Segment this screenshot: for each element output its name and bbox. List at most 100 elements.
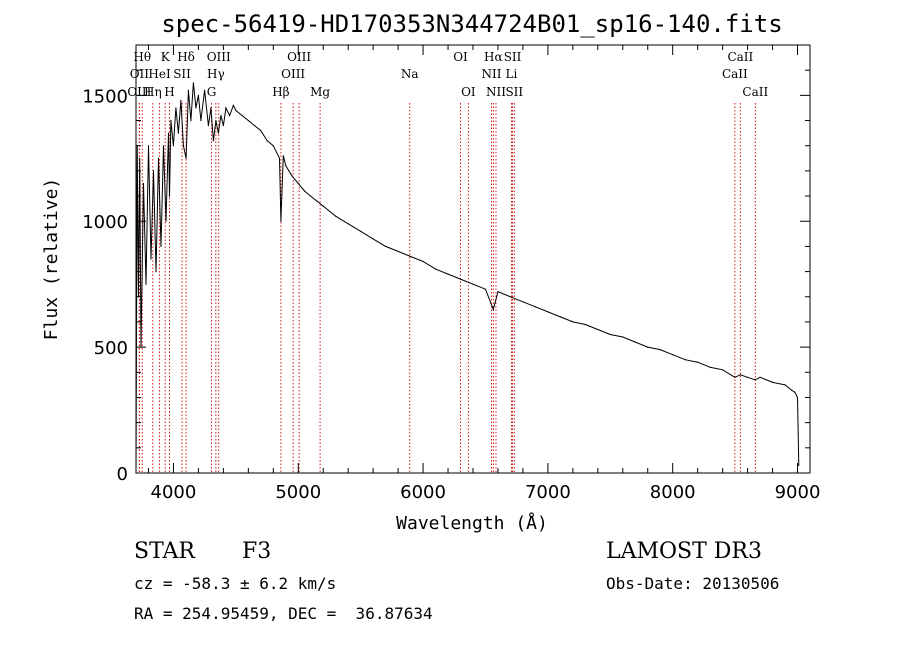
spectral-line-label-2: Hδ [177,50,195,64]
data-point-0-48 [278,157,281,159]
axis-ticks: 4000 5000 6000 7000 8000 9000 0 500 1000 1500 [82,45,820,503]
data-point-0-100 [796,396,799,399]
data-point-0-49 [280,220,282,222]
data-point-0-33 [212,140,214,142]
data-point-0-97 [784,384,786,386]
series-layer [135,82,800,474]
data-point-0-93 [747,376,749,378]
spectral-line-label-4: OIII [287,50,311,64]
x-tick-label-2: 6000 [400,482,446,503]
spectral-line-label-21: G [207,85,217,99]
data-point-0-94 [754,379,756,381]
data-point-0-44 [254,125,256,127]
data-point-0-67 [447,273,449,275]
data-point-0-99 [794,391,796,393]
data-point-0-62 [385,245,387,247]
y-tick-label-2: 1000 [82,212,128,233]
data-point-0-96 [772,381,774,383]
data-point-0-38 [225,107,227,109]
data-point-0-13 [162,145,165,147]
data-point-0-12 [160,245,162,247]
spectral-line-label-25: NII [486,85,506,99]
data-point-0-43 [247,119,249,122]
object-subclass: F3 [242,539,272,564]
spectral-line-label-19: Hη [144,85,162,99]
x-tick-label-3: 7000 [525,482,571,503]
data-point-0-80 [597,328,599,331]
data-point-0-34 [215,119,217,122]
data-point-0-68 [459,278,462,280]
data-point-0-69 [472,283,474,285]
data-point-0-81 [609,333,611,336]
x-axis-label: Wavelength (Å) [396,512,548,534]
data-point-0-31 [207,125,209,127]
data-point-0-8 [150,258,152,260]
data-point-0-19 [175,107,177,109]
data-point-0-26 [192,82,194,84]
data-point-0-39 [229,114,231,117]
data-point-0-30 [204,89,206,91]
data-point-0-64 [410,255,412,258]
data-point-0-83 [634,341,636,343]
data-point-0-72 [497,291,499,293]
data-point-0-95 [759,376,761,378]
chart-title: spec-56419-HD170353N344724B01_sp16-140.f… [161,10,782,38]
spectral-line-label-0: Hθ [133,50,151,64]
data-point-0-35 [217,132,219,134]
data-point-0-66 [435,268,437,270]
data-point-0-58 [335,215,337,217]
data-point-0-76 [547,311,549,313]
data-point-0-60 [360,230,362,232]
data-point-0-51 [285,165,287,167]
data-point-0-54 [303,190,306,192]
data-point-0-6 [145,283,147,285]
data-point-0-57 [322,205,324,207]
y-tick-label-0: 0 [117,464,128,485]
data-point-0-15 [167,132,170,134]
spectral-line-label-12: Hγ [207,67,225,81]
spectral-line-label-13: OIII [281,67,305,81]
y-tick-label-3: 1500 [82,86,128,107]
data-point-0-18 [172,145,174,147]
data-point-0-61 [372,238,374,240]
spectral-line-label-24: OI [461,85,476,99]
data-point-0-37 [222,125,224,127]
data-point-0-17 [170,119,172,122]
spectral-line-label-7: SII [504,50,522,64]
data-point-0-42 [241,114,243,117]
spectral-line-label-22: Hβ [272,85,289,99]
data-point-0-9 [152,170,155,172]
data-point-0-84 [647,346,649,348]
data-point-0-28 [197,94,199,96]
y-tick-label-1: 500 [94,338,128,359]
data-point-0-46 [266,140,268,142]
data-point-0-45 [260,130,262,132]
data-point-0-65 [422,260,424,263]
data-point-0-1 [136,145,138,147]
data-point-0-88 [697,361,699,363]
object-class: STAR [134,539,195,564]
data-point-0-11 [157,157,160,159]
data-point-0-4 [140,346,142,348]
data-point-0-41 [235,109,237,112]
data-point-0-27 [195,107,197,109]
spectral-line-label-27: CaII [742,85,768,99]
data-point-0-24 [187,89,189,91]
data-point-0-87 [684,359,686,361]
data-point-0-70 [484,288,487,290]
data-point-0-40 [232,104,234,106]
data-point-0-85 [659,349,661,351]
spectral-line-label-1: K [161,50,171,64]
data-point-0-20 [177,132,179,134]
spectral-line-label-10: HeI [148,67,171,81]
data-point-0-52 [291,175,293,177]
data-point-0-14 [165,220,167,222]
spectral-line-label-20: H [164,85,174,99]
spectral-line-label-17: CaII [722,67,748,81]
data-point-0-73 [509,296,511,298]
data-point-0-36 [220,114,222,117]
spectral-line-label-14: Na [401,67,419,81]
data-point-0-55 [310,195,312,197]
data-point-0-16 [168,195,171,197]
